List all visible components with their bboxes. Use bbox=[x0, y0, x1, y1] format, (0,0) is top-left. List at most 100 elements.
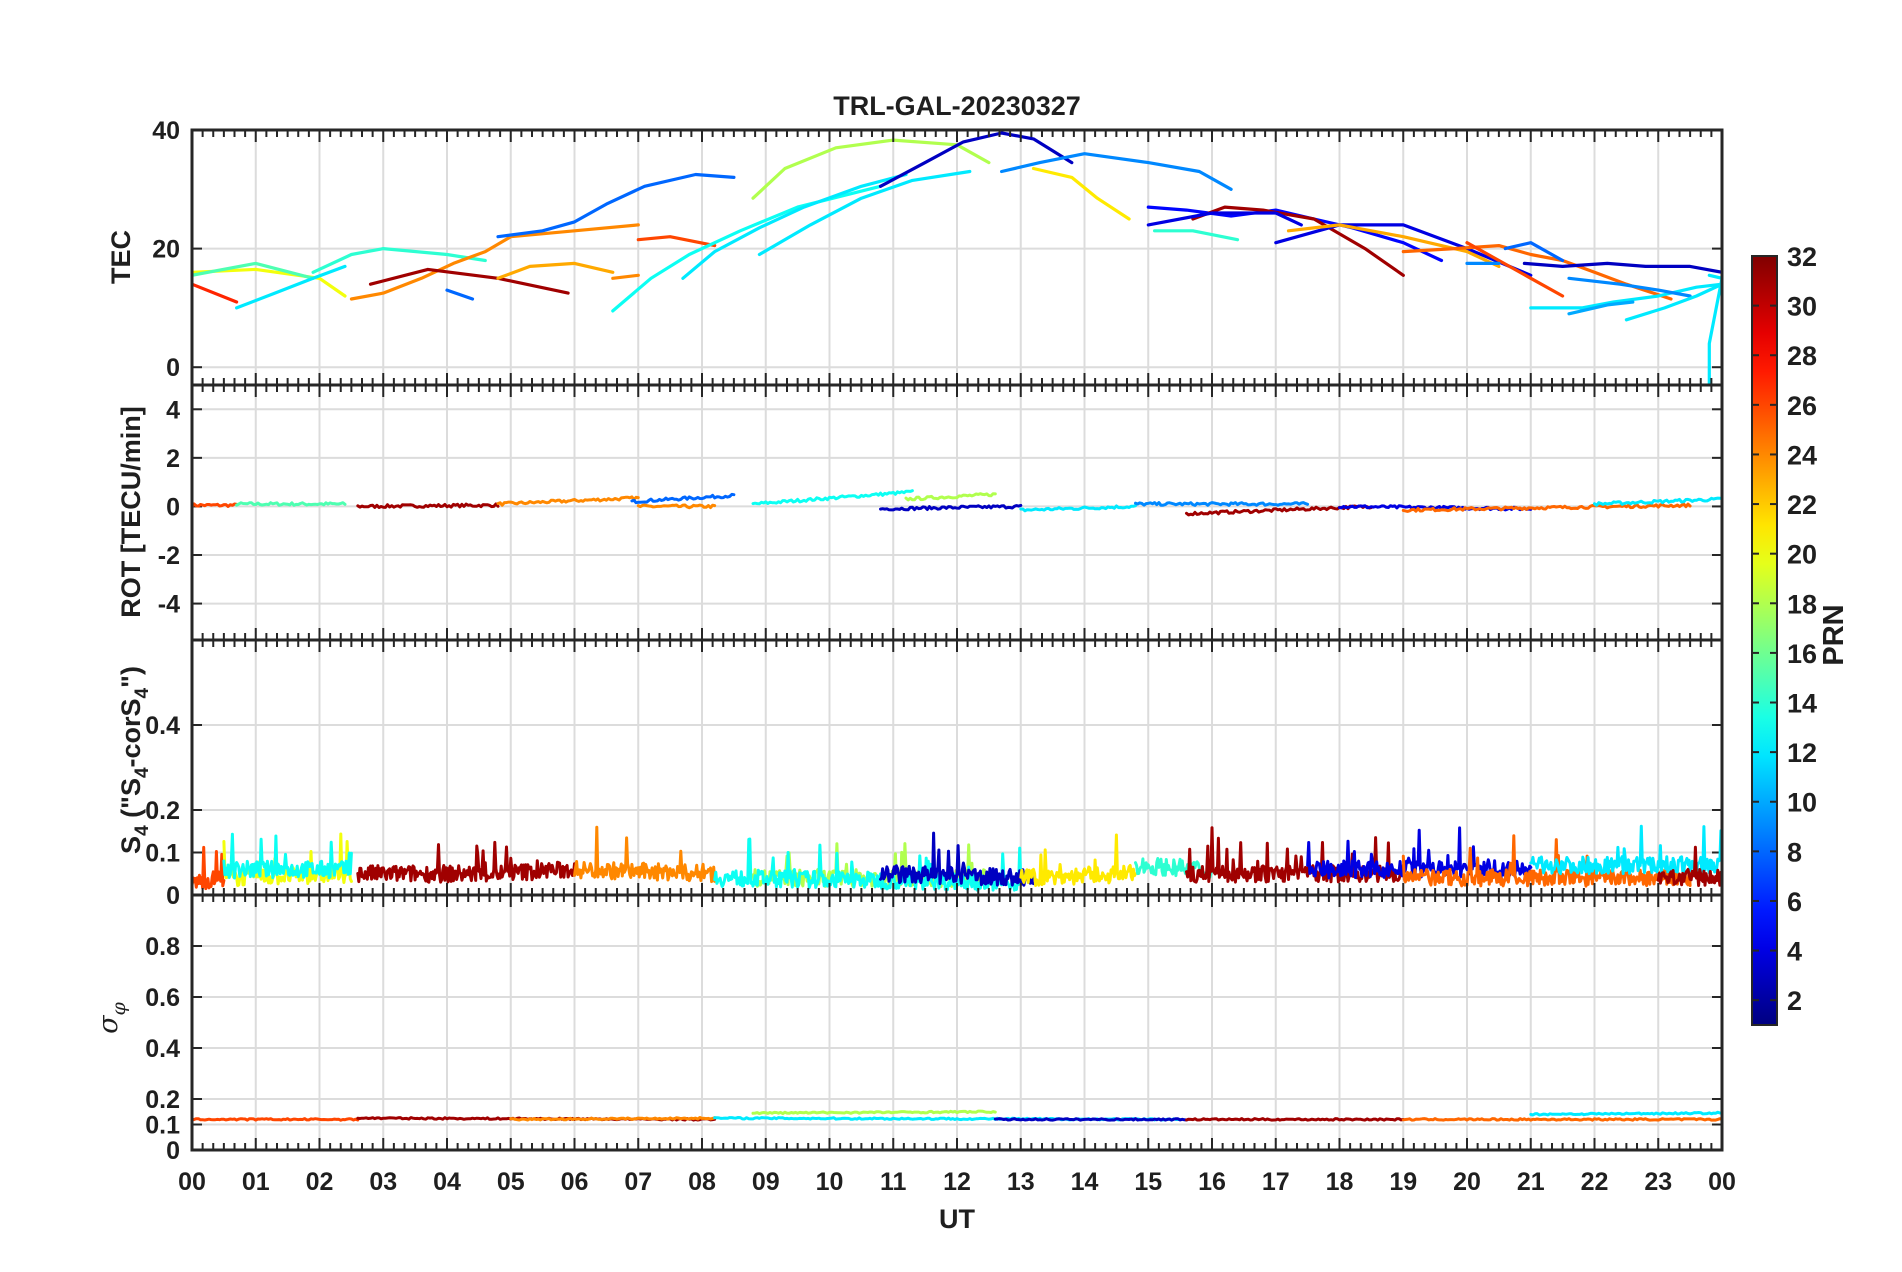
s4-series-prn-24 bbox=[573, 825, 717, 884]
tec-series-prn-23 bbox=[496, 261, 615, 280]
tec-series-prn-26 bbox=[1465, 241, 1565, 298]
tec-series-prn-12 bbox=[1707, 273, 1722, 385]
rot-series-prn-31 bbox=[356, 502, 500, 509]
s4-label-close: ") bbox=[116, 666, 146, 688]
rot-y-tick-label: 0 bbox=[166, 493, 180, 521]
rot-series-prn-9 bbox=[1134, 501, 1310, 507]
colorbar-tick-label: 10 bbox=[1787, 788, 1817, 818]
sigma_phi-y-tick-label: 0 bbox=[166, 1137, 180, 1165]
tec-series-group bbox=[192, 131, 1722, 385]
x-tick-labels: 00 01 02 03 04 05 06 07 08 09 10 11 12 13 14 15 16 17 18 19… bbox=[178, 1168, 1736, 1196]
chart-title: TRL-GAL-20230327 bbox=[833, 91, 1081, 121]
x-tick-label: 18 bbox=[1326, 1168, 1354, 1196]
tec-panel: 0 20 40 bbox=[152, 117, 1724, 387]
colorbar-tick-label: 18 bbox=[1787, 589, 1817, 619]
rot-panel: -4 -2 0 2 4 bbox=[158, 383, 1724, 642]
tec-series-prn-12 bbox=[1529, 282, 1722, 310]
x-tick-label: 04 bbox=[433, 1168, 461, 1196]
sigma_phi-series-prn-12 bbox=[1529, 1110, 1722, 1117]
tec-series-prn-18 bbox=[751, 138, 991, 200]
tec-series-prn-15 bbox=[192, 261, 315, 280]
tec-series-prn-12 bbox=[235, 264, 347, 310]
x-tick-label: 01 bbox=[242, 1168, 270, 1196]
x-tick-label: 10 bbox=[816, 1168, 844, 1196]
s4-series-prn-26 bbox=[192, 845, 226, 891]
tec-series-prn-4 bbox=[1274, 223, 1533, 277]
tec-y-tick-label: 20 bbox=[152, 236, 180, 264]
rot-y-tick-label: 2 bbox=[166, 445, 180, 473]
sigma_phi-axes-frame bbox=[190, 893, 1724, 1152]
s4-series-prn-3 bbox=[879, 831, 1035, 887]
rot-series-prn-24 bbox=[636, 503, 717, 510]
x-tick-label: 15 bbox=[1134, 1168, 1162, 1196]
x-tick-label: 00 bbox=[178, 1168, 206, 1196]
rot-series-prn-15 bbox=[235, 501, 347, 507]
s4-y-tick-label: 0.2 bbox=[145, 797, 180, 825]
colorbar-label: PRN bbox=[1818, 604, 1850, 665]
s4-series-prn-31 bbox=[356, 843, 487, 884]
sigma_phi-y-tick-label: 0.1 bbox=[145, 1112, 180, 1140]
x-tick-label: 19 bbox=[1389, 1168, 1417, 1196]
rot-series-group bbox=[192, 489, 1722, 517]
s4-y-tick-label: 0.1 bbox=[145, 840, 180, 868]
tec-series-prn-23 bbox=[1286, 223, 1501, 268]
tec-series-prn-8 bbox=[496, 172, 736, 239]
s4-panel: 0 0.1 0.2 0.4 bbox=[145, 638, 1724, 910]
tec-series-prn-27 bbox=[192, 282, 239, 304]
rot-series-prn-3 bbox=[879, 503, 1023, 512]
x-tick-label: 23 bbox=[1644, 1168, 1672, 1196]
colorbar-tick-label: 22 bbox=[1787, 490, 1817, 520]
colorbar-tick-label: 32 bbox=[1787, 242, 1817, 272]
x-tick-label: 16 bbox=[1198, 1168, 1226, 1196]
x-tick-label: 13 bbox=[1007, 1168, 1035, 1196]
sigma_phi-series-prn-3 bbox=[993, 1117, 1188, 1122]
rot-y-tick-label: -4 bbox=[158, 591, 180, 619]
s4-y-tick-label: 0 bbox=[166, 882, 180, 910]
s4-label-sub1: 4 bbox=[132, 825, 153, 836]
rot-series-prn-12 bbox=[1593, 496, 1722, 507]
tec-series-prn-3 bbox=[878, 131, 1074, 188]
s4-series-prn-31 bbox=[1656, 845, 1722, 887]
tec-series-prn-4 bbox=[1146, 211, 1303, 227]
s4-series-prn-13 bbox=[713, 837, 1023, 892]
tec-series-prn-12 bbox=[681, 172, 908, 280]
s4-series-prn-31 bbox=[1185, 826, 1405, 884]
x-tick-label: 07 bbox=[624, 1168, 652, 1196]
sigma-symbol: σ bbox=[93, 1014, 124, 1034]
s4-series-prn-12 bbox=[1529, 824, 1722, 876]
rot-series-prn-12 bbox=[1019, 504, 1137, 513]
x-tick-label: 14 bbox=[1071, 1168, 1099, 1196]
s4-y-tick-label: 0.4 bbox=[145, 712, 180, 740]
tec-series-prn-10 bbox=[1567, 300, 1635, 316]
rot-series-prn-25 bbox=[1401, 502, 1692, 513]
tec-series-prn-14 bbox=[1152, 229, 1240, 242]
colorbar-tick-label: 16 bbox=[1787, 639, 1817, 669]
s4-y-label: S4 ("S4-corS4") bbox=[116, 666, 153, 854]
tec-series-prn-12 bbox=[1624, 282, 1722, 322]
x-tick-label: 08 bbox=[688, 1168, 716, 1196]
sigma_phi-y-tick-label: 0.4 bbox=[145, 1035, 180, 1063]
colorbar-tick-label: 24 bbox=[1787, 440, 1817, 470]
s4-series-group bbox=[192, 824, 1722, 892]
sigma-y-label: σφ bbox=[93, 1001, 130, 1033]
rot-series-prn-24 bbox=[496, 495, 640, 507]
rot-y-label: ROT [TECU/min] bbox=[116, 406, 146, 617]
s4-series-prn-31 bbox=[483, 840, 576, 883]
tec-series-prn-8 bbox=[445, 288, 475, 301]
rot-series-prn-13 bbox=[751, 489, 914, 506]
colorbar-tick-label: 28 bbox=[1787, 341, 1817, 371]
tec-y-tick-label: 0 bbox=[166, 354, 180, 382]
colorbar-tick-label: 14 bbox=[1787, 689, 1817, 719]
s4-series-prn-25 bbox=[1401, 834, 1692, 888]
tec-series-prn-8 bbox=[1503, 241, 1565, 263]
sigma_phi-series-prn-25 bbox=[1401, 1117, 1722, 1122]
colorbar-tick-label: 12 bbox=[1787, 738, 1817, 768]
rot-y-tick-label: -2 bbox=[158, 542, 180, 570]
colorbar-tick-label: 2 bbox=[1787, 986, 1802, 1016]
x-tick-label: 11 bbox=[880, 1168, 907, 1196]
sigma_phi-series-prn-31 bbox=[1185, 1117, 1405, 1122]
sigma_phi-y-tick-label: 0.2 bbox=[145, 1086, 180, 1114]
tec-series-prn-21 bbox=[1031, 166, 1131, 221]
tec-series-prn-12 bbox=[757, 169, 972, 257]
